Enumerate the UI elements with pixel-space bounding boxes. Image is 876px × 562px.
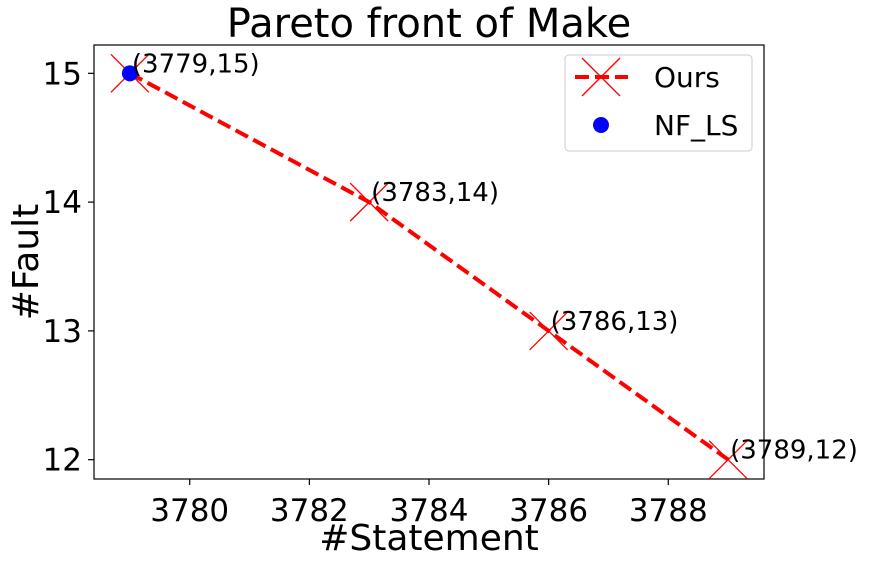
y-tick-label: 12 xyxy=(43,443,82,479)
point-nf-ls xyxy=(121,65,138,82)
marker-ours xyxy=(529,311,569,351)
legend-label-ours: Ours xyxy=(654,61,720,94)
plot-area: (3779,15) (3783,14) (3786,13) (3789,12) xyxy=(110,49,858,480)
axes: 3780 3782 3784 3786 3788 12 13 14 15 xyxy=(43,44,765,529)
legend-marker-nf-ls xyxy=(593,117,609,133)
data-annotation: (3786,13) xyxy=(551,307,679,337)
legend-label-nf-ls: NF_LS xyxy=(654,109,738,142)
data-annotation: (3779,15) xyxy=(132,49,260,79)
marker-ours xyxy=(708,440,748,480)
x-tick-label: 3786 xyxy=(509,493,588,529)
x-tick-label: 3780 xyxy=(150,493,229,529)
series-line-ours xyxy=(128,71,730,462)
legend-box xyxy=(564,54,753,152)
x-axis-label: #Statement xyxy=(319,518,539,559)
legend: Ours NF_LS xyxy=(564,54,753,152)
marker-ours-stroke xyxy=(349,182,389,222)
data-annotation: (3789,12) xyxy=(730,436,858,466)
y-axis-label: #Fault xyxy=(6,204,47,321)
x-tick-label: 3782 xyxy=(270,493,349,529)
x-tick-label: 3784 xyxy=(390,493,469,529)
chart-title: Pareto front of Make xyxy=(227,1,631,47)
x-tick-label: 3788 xyxy=(629,493,708,529)
y-tick-label: 14 xyxy=(43,185,82,221)
marker-ours-stroke xyxy=(529,311,569,351)
data-annotation: (3783,14) xyxy=(371,178,499,208)
legend-marker-ours xyxy=(581,57,621,97)
marker-ours-stroke xyxy=(708,440,748,480)
y-tick-label: 15 xyxy=(43,56,82,92)
marker-ours xyxy=(349,182,389,222)
y-tick-label: 13 xyxy=(43,314,82,350)
